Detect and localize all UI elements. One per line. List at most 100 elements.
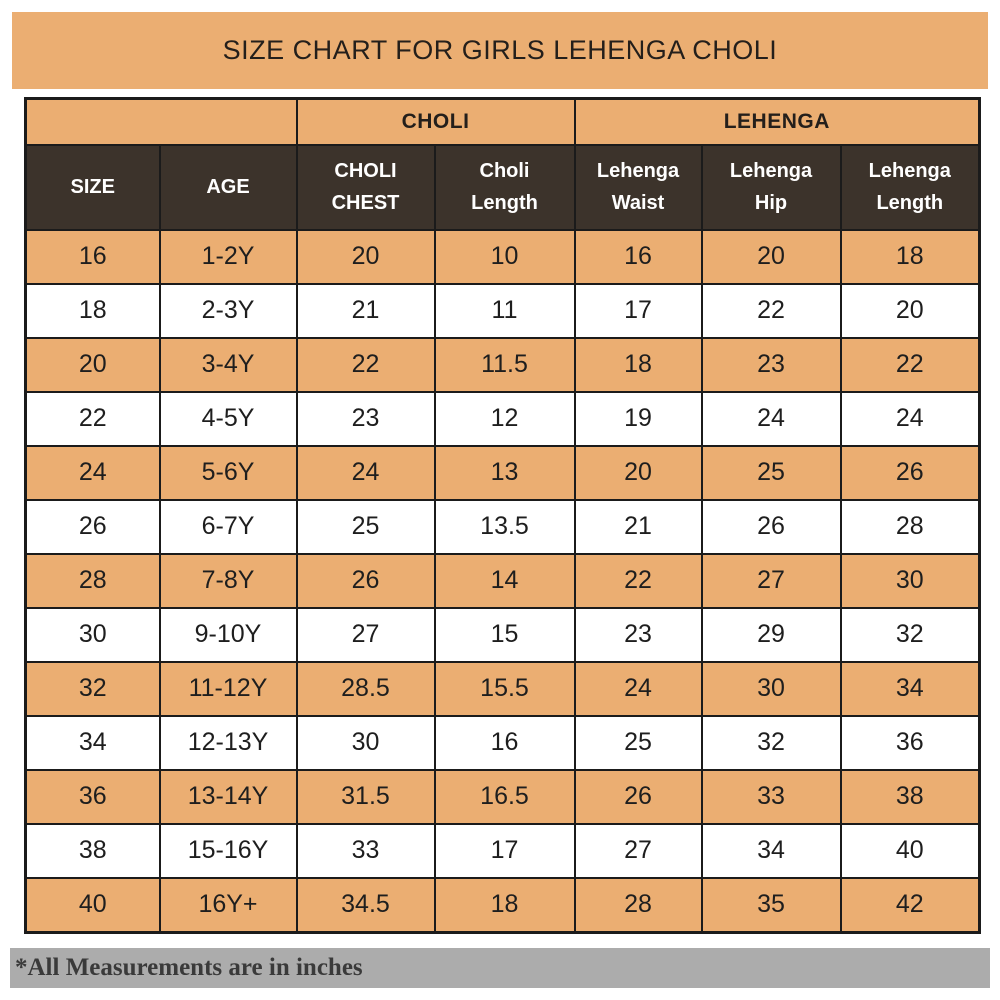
table-row: 26 6-7Y 25 13.5 21 26 28	[24, 498, 981, 555]
size-value-cell: 14	[433, 552, 576, 609]
footnote-bar: *All Measurements are in inches	[10, 948, 990, 988]
size-value-cell: 16.5	[433, 768, 576, 825]
size-value-cell: 40	[24, 876, 161, 933]
size-value-cell: 22	[573, 552, 703, 609]
size-value-cell: 27	[295, 606, 436, 663]
size-value-cell: 16Y+	[158, 876, 298, 933]
size-value-cell: 28	[839, 498, 981, 555]
size-value-cell: 15	[433, 606, 576, 663]
size-value-cell: 32	[839, 606, 981, 663]
page-title: SIZE CHART FOR GIRLS LEHENGA CHOLI	[222, 35, 778, 65]
table-row: 22 4-5Y 23 12 19 24 24	[24, 390, 981, 447]
table-row: 34 12-13Y 30 16 25 32 36	[24, 714, 981, 771]
column-header-lehenga-length: Lehenga Length	[839, 143, 981, 231]
size-value-cell: 32	[700, 714, 842, 771]
size-value-cell: 30	[839, 552, 981, 609]
size-value-cell: 10	[433, 228, 576, 285]
group-header-blank	[24, 97, 298, 146]
column-header-size: SIZE	[24, 143, 161, 231]
size-value-cell: 13	[433, 444, 576, 501]
size-value-cell: 6-7Y	[158, 498, 298, 555]
size-value-cell: 21	[573, 498, 703, 555]
size-value-cell: 17	[573, 282, 703, 339]
size-value-cell: 40	[839, 822, 981, 879]
size-value-cell: 23	[573, 606, 703, 663]
column-header-lehenga-waist: Lehenga Waist	[573, 143, 703, 231]
size-value-cell: 7-8Y	[158, 552, 298, 609]
size-value-cell: 18	[573, 336, 703, 393]
size-value-cell: 22	[700, 282, 842, 339]
size-value-cell: 15.5	[433, 660, 576, 717]
size-value-cell: 29	[700, 606, 842, 663]
column-header-age: AGE	[158, 143, 298, 231]
size-value-cell: 27	[573, 822, 703, 879]
size-value-cell: 24	[700, 390, 842, 447]
size-value-cell: 25	[295, 498, 436, 555]
size-value-cell: 36	[839, 714, 981, 771]
size-value-cell: 28.5	[295, 660, 436, 717]
size-value-cell: 30	[24, 606, 161, 663]
size-value-cell: 25	[700, 444, 842, 501]
size-value-cell: 25	[573, 714, 703, 771]
table-row: 36 13-14Y 31.5 16.5 26 33 38	[24, 768, 981, 825]
column-header-row: SIZE AGE CHOLI CHEST Choli Length Leheng…	[24, 143, 981, 231]
table-row: 20 3-4Y 22 11.5 18 23 22	[24, 336, 981, 393]
size-value-cell: 33	[700, 768, 842, 825]
size-value-cell: 34.5	[295, 876, 436, 933]
size-value-cell: 20	[295, 228, 436, 285]
size-value-cell: 11-12Y	[158, 660, 298, 717]
size-value-cell: 11	[433, 282, 576, 339]
size-value-cell: 31.5	[295, 768, 436, 825]
table-row: 32 11-12Y 28.5 15.5 24 30 34	[24, 660, 981, 717]
size-value-cell: 18	[839, 228, 981, 285]
size-value-cell: 9-10Y	[158, 606, 298, 663]
size-chart-table: CHOLI LEHENGA SIZE AGE CHOLI CHEST Choli…	[24, 97, 982, 934]
size-value-cell: 24	[839, 390, 981, 447]
size-value-cell: 19	[573, 390, 703, 447]
size-value-cell: 35	[700, 876, 842, 933]
size-value-cell: 13.5	[433, 498, 576, 555]
size-value-cell: 15-16Y	[158, 822, 298, 879]
size-value-cell: 2-3Y	[158, 282, 298, 339]
size-value-cell: 4-5Y	[158, 390, 298, 447]
size-chart-body: 16 1-2Y 20 10 16 20 18 18 2-3Y 21 11 17 22 20 20 3-4Y 22…	[24, 228, 981, 933]
table-row: 40 16Y+ 34.5 18 28 35 42	[24, 876, 981, 933]
size-value-cell: 34	[24, 714, 161, 771]
size-value-cell: 5-6Y	[158, 444, 298, 501]
size-value-cell: 16	[573, 228, 703, 285]
size-value-cell: 30	[700, 660, 842, 717]
chart-title-banner: SIZE CHART FOR GIRLS LEHENGA CHOLI	[12, 12, 988, 89]
size-value-cell: 3-4Y	[158, 336, 298, 393]
size-value-cell: 27	[700, 552, 842, 609]
size-value-cell: 20	[839, 282, 981, 339]
size-value-cell: 34	[839, 660, 981, 717]
column-header-choli-length: Choli Length	[433, 143, 576, 231]
size-value-cell: 42	[839, 876, 981, 933]
group-header-choli: CHOLI	[295, 97, 576, 146]
table-row: 38 15-16Y 33 17 27 34 40	[24, 822, 981, 879]
size-value-cell: 28	[573, 876, 703, 933]
table-row: 18 2-3Y 21 11 17 22 20	[24, 282, 981, 339]
size-value-cell: 20	[24, 336, 161, 393]
size-value-cell: 21	[295, 282, 436, 339]
size-value-cell: 24	[295, 444, 436, 501]
size-value-cell: 22	[839, 336, 981, 393]
size-value-cell: 28	[24, 552, 161, 609]
size-value-cell: 34	[700, 822, 842, 879]
size-value-cell: 12	[433, 390, 576, 447]
size-value-cell: 11.5	[433, 336, 576, 393]
size-value-cell: 22	[295, 336, 436, 393]
size-value-cell: 23	[295, 390, 436, 447]
table-row: 28 7-8Y 26 14 22 27 30	[24, 552, 981, 609]
size-value-cell: 24	[573, 660, 703, 717]
group-header-lehenga: LEHENGA	[573, 97, 981, 146]
size-value-cell: 20	[700, 228, 842, 285]
size-value-cell: 17	[433, 822, 576, 879]
size-value-cell: 16	[24, 228, 161, 285]
table-row: 30 9-10Y 27 15 23 29 32	[24, 606, 981, 663]
size-value-cell: 18	[24, 282, 161, 339]
size-value-cell: 26	[839, 444, 981, 501]
size-value-cell: 33	[295, 822, 436, 879]
size-value-cell: 1-2Y	[158, 228, 298, 285]
